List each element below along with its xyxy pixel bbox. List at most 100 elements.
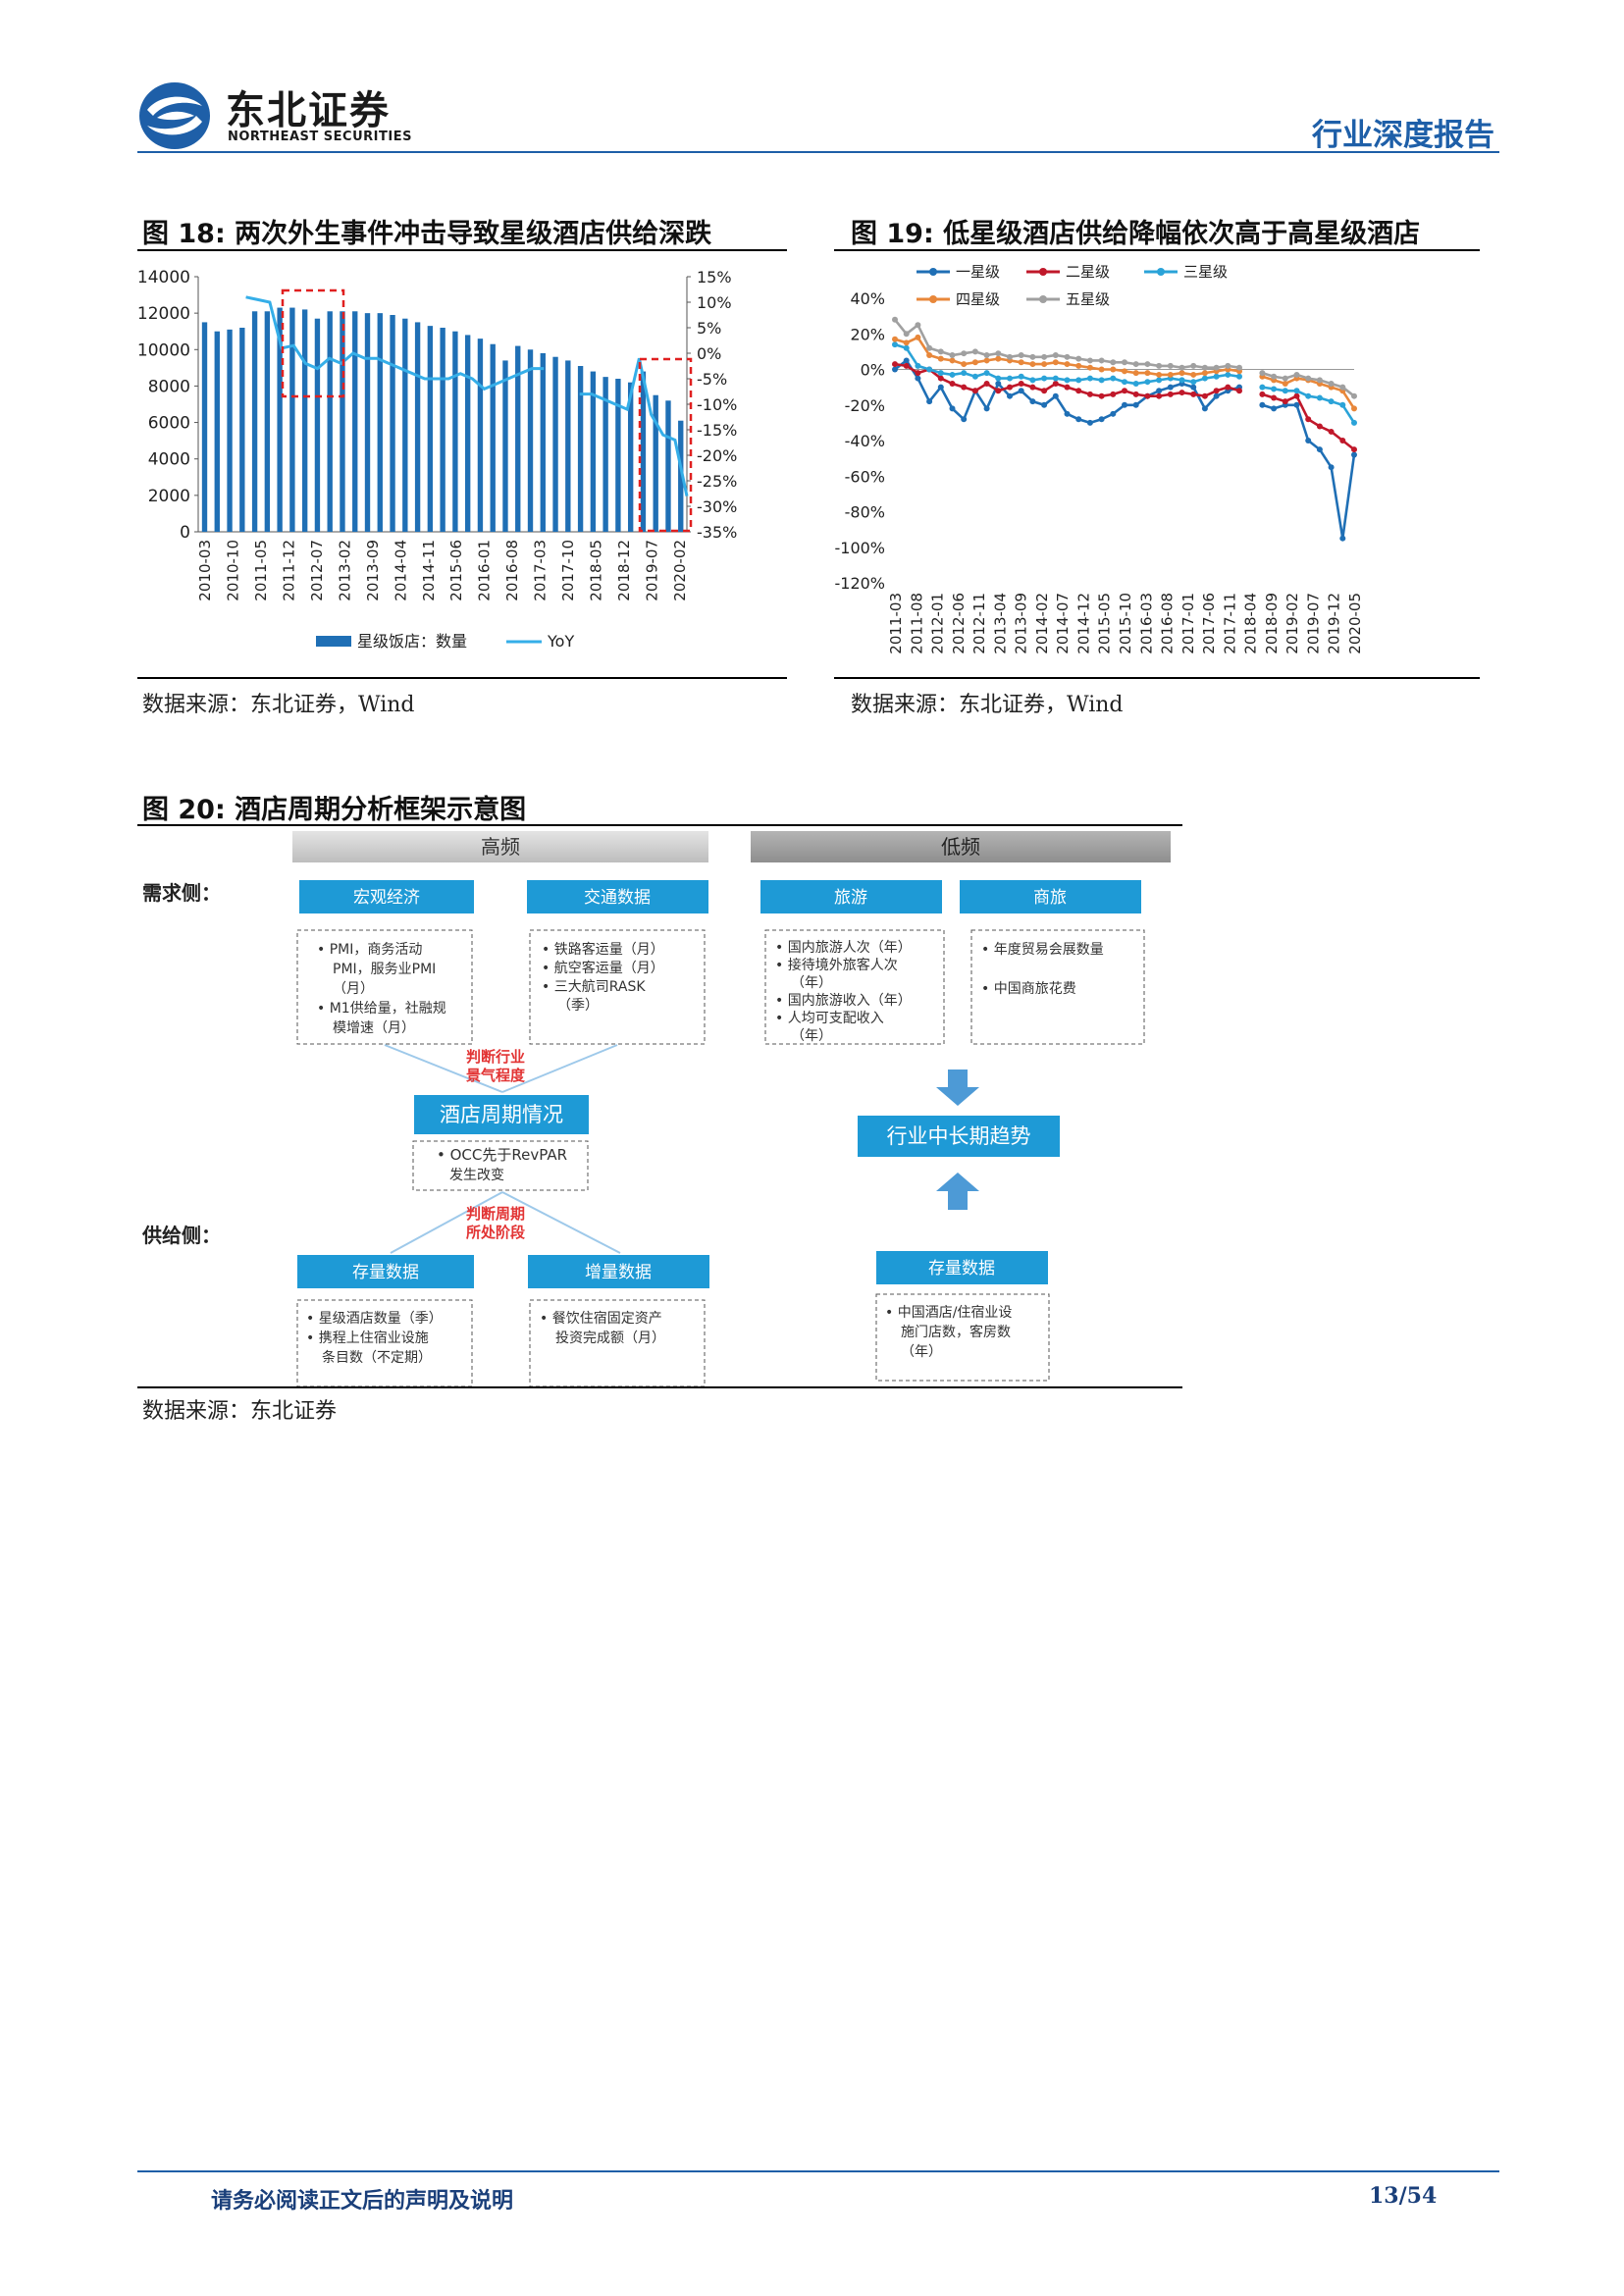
fig19-x-tick-label: 2018-09 (1263, 593, 1281, 654)
fig19-series-line (1262, 371, 1355, 397)
fig18-right-tick-label: 0% (697, 344, 721, 363)
fig19-x-tick-label: 2011-08 (908, 593, 925, 654)
fig18-x-tick-label: 2011-05 (252, 540, 270, 601)
fig18-bar (301, 309, 308, 532)
fig18-bottom-rule (137, 677, 787, 679)
fig19-x-tick-label: 2016-08 (1159, 593, 1177, 654)
fig18-bar (402, 318, 408, 532)
fig18-left-tick-label: 14000 (137, 268, 190, 287)
occ-detail (412, 1140, 589, 1191)
fig19-y-tick-label: -20% (845, 396, 885, 415)
fig19-y-tick-label: -120% (834, 574, 885, 593)
fig18-bar (390, 315, 395, 532)
fig19-series-line (1262, 386, 1356, 424)
judge-prosperity-2: 景气程度 (466, 1067, 526, 1084)
logo: 东北证券 NORTHEAST SECURITIES (137, 77, 461, 153)
fig18-x-tick-label: 2013-02 (336, 540, 353, 601)
fig19-legend-label: 二星级 (1066, 263, 1110, 281)
header-rule (137, 151, 1499, 153)
fig19-series-line (1262, 403, 1356, 539)
fig18-x-tick-label: 2010-03 (196, 540, 214, 601)
fig19-series-line (894, 358, 1240, 425)
diagram-item: （年） (791, 1028, 832, 1044)
diagram-item: PMI，服务业PMI (333, 962, 436, 977)
fig19-legend-marker (929, 295, 937, 303)
fig19-x-tick-label: 2020-05 (1346, 593, 1364, 654)
fig19-x-tick-label: 2012-06 (950, 593, 968, 654)
fig19-x-tick-label: 2019-02 (1283, 593, 1301, 654)
diagram-item: （季） (557, 998, 599, 1014)
fig19-x-tick-label: 2019-12 (1326, 593, 1343, 654)
stock-label: 存量数据 (352, 1263, 419, 1282)
fig18-left-tick-label: 0 (180, 523, 190, 543)
fig18-chart: 0 2000 4000 6000 8000 10000 12000 14000 15% 10% 5%… (137, 268, 737, 651)
fig19-title: 图 19: 低星级酒店供给降幅依次高于高星级酒店 (851, 219, 1421, 249)
up-arrow-icon (936, 1173, 979, 1210)
fig19-y-tick-label: 20% (850, 325, 885, 343)
fig19-legend-label: 四星级 (956, 290, 1000, 308)
fig19-y-tick-label: -60% (845, 467, 885, 486)
fig18-x-tick-label: 2010-10 (224, 540, 241, 601)
logo-cn-text: 东北证券 (226, 88, 391, 133)
diagram-item: • 人均可支配收入 (775, 1011, 884, 1026)
fig19-x-tick-label: 2012-01 (929, 593, 947, 654)
fig18-x-tick-label: 2015-06 (447, 540, 465, 601)
hotel-cycle-label: 酒店周期情况 (440, 1103, 563, 1126)
fig18-right-tick-label: -10% (697, 395, 737, 414)
fig18-legend-bar-swatch (316, 636, 351, 647)
fig18-right-tick-label: -35% (697, 523, 737, 542)
fig18-bar (552, 356, 558, 532)
fig18-bar (227, 329, 233, 532)
fig19-source: 数据来源：东北证券，Wind (851, 693, 1124, 717)
fig19-x-tick-label: 2019-07 (1304, 593, 1322, 654)
fig18-left-tick-label: 12000 (137, 304, 190, 324)
fig18-highlight-box (638, 357, 693, 533)
stock2-detail (875, 1293, 1050, 1382)
judge-prosperity-1: 判断行业 (466, 1048, 525, 1066)
fig18-bar (314, 318, 321, 532)
diagram-item: • 餐饮住宿固定资产 (540, 1310, 662, 1327)
fig18-bar (340, 311, 345, 532)
fig19-legend-label: 五星级 (1066, 290, 1110, 308)
business-items: • 年度贸易会展数量 • 中国商旅花费 (981, 942, 1104, 997)
fig19-x-tick-label: 2011-03 (887, 593, 905, 654)
fig19-legend-label: 三星级 (1183, 263, 1228, 281)
fig19-x-tick-label: 2014-07 (1054, 593, 1072, 654)
page-number: 13/54 (1369, 2183, 1438, 2209)
logo-en-text: NORTHEAST SECURITIES (228, 130, 412, 144)
down-arrow-icon (936, 1070, 979, 1106)
fig19-series-line (894, 342, 1240, 386)
diagram-item: • 星级酒店数量（季） (306, 1311, 443, 1327)
fig19-series-line (893, 318, 1240, 370)
diagram-item: （月） (333, 981, 374, 997)
diagram-item: 投资完成额（月） (555, 1331, 665, 1346)
macro-label: 宏观经济 (353, 888, 420, 908)
fig18-right-tick-label: 10% (697, 293, 732, 312)
high-freq-header (292, 831, 708, 862)
footer-rule (137, 2170, 1499, 2172)
fig18-bar (602, 377, 608, 532)
fig19-series-line (1262, 392, 1355, 451)
business-label: 商旅 (1033, 888, 1067, 908)
fig20-bottom-rule (137, 1386, 1182, 1388)
judge-stage-1: 判断周期 (466, 1205, 525, 1223)
fig18-legend-bar-label: 星级饭店：数量 (357, 632, 467, 651)
low-freq-header (751, 831, 1171, 862)
fig18-bar (627, 382, 634, 532)
stock2-box (876, 1251, 1048, 1284)
fig18-bar (502, 360, 508, 532)
fig18-x-tick-label: 2017-03 (532, 540, 550, 601)
fig19-top-rule (834, 249, 1480, 251)
transport-label: 交通数据 (584, 888, 651, 908)
fig18-right-tick-label: -20% (697, 446, 737, 465)
fig18-x-tick-label: 2018-05 (588, 540, 605, 601)
fig19-x-tick-label: 2015-05 (1096, 593, 1114, 654)
fig19-series-line (894, 362, 1240, 398)
macro-box (299, 880, 474, 913)
fig19-legend-marker (1039, 295, 1047, 303)
fig18-bar (527, 349, 534, 532)
fig18-bar (377, 313, 383, 532)
fig18-yoy-line (579, 357, 689, 496)
